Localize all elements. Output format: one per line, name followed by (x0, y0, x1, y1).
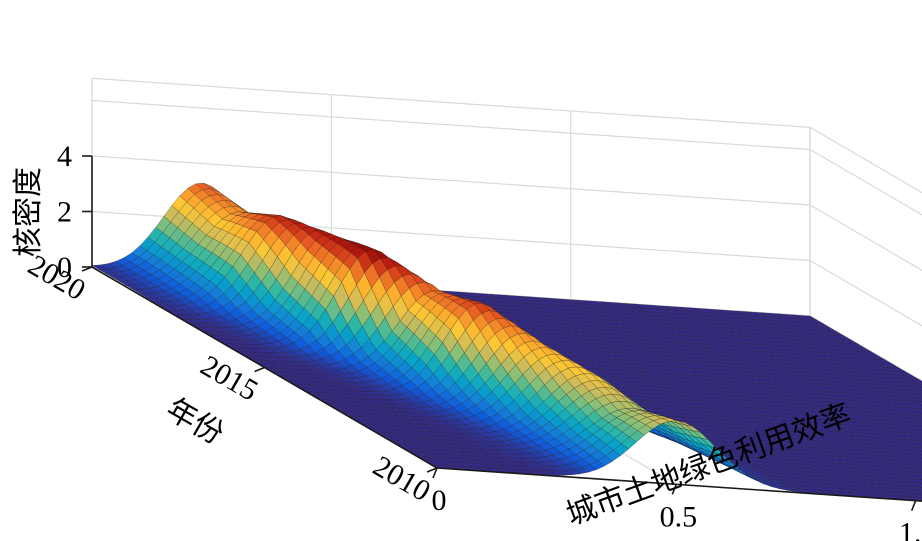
y-tick-mark-1 (254, 366, 265, 373)
grid-line-back-z-3 (91, 99, 811, 151)
x-tick-label-0: 0 (432, 484, 447, 517)
z-axis-label: 核密度 (12, 167, 45, 257)
z-tick-label-1: 2 (57, 196, 72, 229)
grid-line-side-z-3 (809, 148, 922, 216)
surface-patch (917, 440, 922, 444)
surface-layer (91, 182, 922, 502)
grid-line-back-z-2 (91, 155, 811, 206)
grid-line-side-z-2 (809, 204, 922, 271)
z-tick-label-2: 4 (57, 140, 72, 173)
x-tick-label-1: 0.5 (660, 500, 698, 533)
x-tick-label-2: 1.0 (899, 517, 922, 541)
y-axis-label: 年份 (161, 392, 229, 451)
grid-line-side-z-1 (809, 259, 922, 327)
grid-line-side-top (809, 126, 922, 194)
x-tick-mark-2 (910, 500, 917, 511)
grid-line-back-top (91, 77, 811, 128)
